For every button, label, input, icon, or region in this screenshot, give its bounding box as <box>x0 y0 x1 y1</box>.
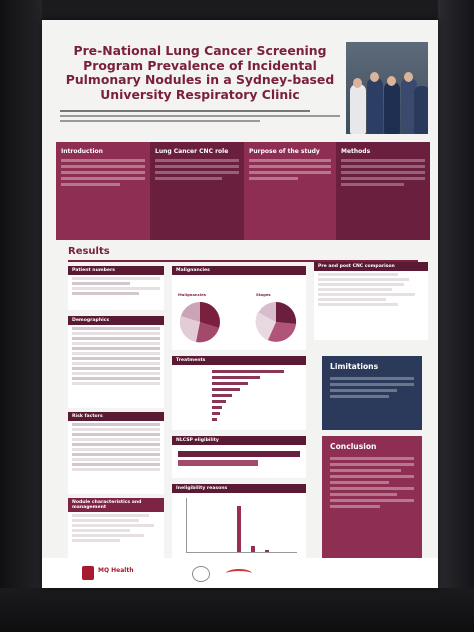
person-head <box>387 76 396 86</box>
person-figure <box>384 82 400 134</box>
person-head <box>370 72 379 82</box>
poster-footer: MQ Health <box>42 558 438 588</box>
malignancies-pie-label: Malignancies <box>178 292 207 297</box>
person-head <box>404 72 413 82</box>
introduction-section: Introduction <box>56 142 150 240</box>
mq-health-logo-text: MQ Health <box>98 567 134 574</box>
patient-numbers-card: Patient numbers <box>68 266 164 310</box>
wall-right <box>438 0 474 632</box>
introduction-heading: Introduction <box>61 148 103 155</box>
ineligibility-reasons-heading: Ineligibility reasons <box>172 484 306 493</box>
methods-heading: Methods <box>341 148 371 155</box>
risk-factors-heading: Risk factors <box>68 412 164 421</box>
limitations-heading: Limitations <box>330 362 379 371</box>
nodule-characteristics-card: Nodule characteristics and management <box>68 498 164 558</box>
crest-logo-icon <box>192 566 210 582</box>
cnc-role-section: Lung Cancer CNC role <box>150 142 244 240</box>
malignancies-pie <box>179 302 220 343</box>
ineligibility-reasons-card: Ineligibility reasons <box>172 484 306 560</box>
person-figure <box>414 86 428 134</box>
malignancies-card: Malignancies Malignancies Stages <box>172 266 306 350</box>
nlcsp-eligibility-heading: NLCSP eligibility <box>172 436 306 445</box>
conclusion-heading: Conclusion <box>330 442 377 451</box>
team-photo <box>346 42 428 134</box>
person-head <box>353 78 362 88</box>
malignancies-heading: Malignancies <box>172 266 306 275</box>
person-figure <box>350 84 366 134</box>
arc-logo-icon <box>226 569 252 578</box>
pre-post-cnc-card: Pre and post CNC comparison <box>314 262 428 340</box>
demographics-card: Demographics <box>68 316 164 408</box>
purpose-section: Purpose of the study <box>244 142 336 240</box>
risk-factors-card: Risk factors <box>68 412 164 494</box>
person-figure <box>401 78 417 134</box>
demographics-heading: Demographics <box>68 316 164 325</box>
mq-health-logo-icon <box>82 566 94 580</box>
treatments-card: Treatments <box>172 356 306 430</box>
results-heading: Results <box>68 246 110 257</box>
research-poster: Pre-National Lung Cancer Screening Progr… <box>42 20 438 588</box>
ineligibility-plot-area <box>186 498 297 553</box>
treatments-heading: Treatments <box>172 356 306 365</box>
patient-numbers-heading: Patient numbers <box>68 266 164 275</box>
floor <box>0 588 474 632</box>
purpose-heading: Purpose of the study <box>249 148 320 155</box>
person-figure <box>367 78 383 134</box>
results-divider <box>68 260 418 262</box>
cnc-role-heading: Lung Cancer CNC role <box>155 148 229 155</box>
nlcsp-eligibility-card: NLCSP eligibility <box>172 436 306 478</box>
wall-left <box>0 0 42 632</box>
conclusion-box: Conclusion <box>322 436 422 564</box>
poster-title: Pre-National Lung Cancer Screening Progr… <box>65 43 335 102</box>
intro-band: Introduction Lung Cancer CNC role Purpos… <box>56 142 430 240</box>
methods-section: Methods <box>336 142 430 240</box>
pre-post-cnc-heading: Pre and post CNC comparison <box>314 262 428 271</box>
stages-pie-label: Stages <box>256 292 271 297</box>
limitations-box: Limitations <box>322 356 422 430</box>
stages-pie <box>255 301 297 342</box>
author-lines <box>60 110 360 122</box>
nodule-characteristics-heading: Nodule characteristics and management <box>68 498 164 512</box>
